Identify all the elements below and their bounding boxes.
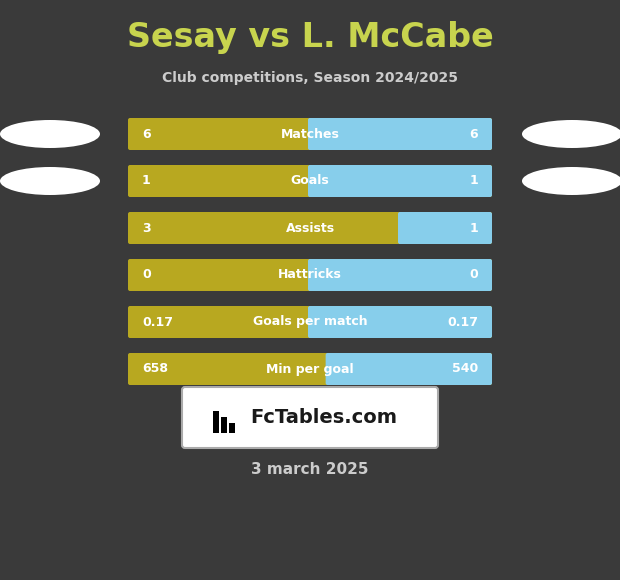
- Ellipse shape: [522, 167, 620, 195]
- Ellipse shape: [0, 167, 100, 195]
- Text: Club competitions, Season 2024/2025: Club competitions, Season 2024/2025: [162, 71, 458, 85]
- Bar: [213, 411, 219, 433]
- FancyBboxPatch shape: [128, 118, 492, 150]
- FancyBboxPatch shape: [128, 165, 492, 197]
- Text: 0: 0: [142, 269, 151, 281]
- Ellipse shape: [0, 120, 100, 148]
- Text: 1: 1: [469, 175, 478, 187]
- Bar: [229, 423, 235, 433]
- FancyBboxPatch shape: [128, 259, 492, 291]
- Text: FcTables.com: FcTables.com: [250, 408, 397, 427]
- Text: Min per goal: Min per goal: [266, 362, 354, 375]
- FancyBboxPatch shape: [398, 212, 492, 244]
- Text: 6: 6: [469, 128, 478, 140]
- FancyBboxPatch shape: [308, 165, 492, 197]
- FancyBboxPatch shape: [308, 259, 492, 291]
- Text: Matches: Matches: [281, 128, 339, 140]
- Text: 0: 0: [469, 269, 478, 281]
- Text: 0.17: 0.17: [447, 316, 478, 328]
- FancyBboxPatch shape: [128, 306, 492, 338]
- Text: 1: 1: [142, 175, 151, 187]
- Text: 1: 1: [469, 222, 478, 234]
- Text: 0.17: 0.17: [142, 316, 173, 328]
- FancyBboxPatch shape: [308, 118, 492, 150]
- Text: 658: 658: [142, 362, 168, 375]
- Text: 3 march 2025: 3 march 2025: [251, 462, 369, 477]
- FancyBboxPatch shape: [182, 387, 438, 448]
- Text: Goals: Goals: [291, 175, 329, 187]
- FancyBboxPatch shape: [326, 353, 492, 385]
- Text: Sesay vs L. McCabe: Sesay vs L. McCabe: [126, 21, 494, 55]
- Text: 6: 6: [142, 128, 151, 140]
- FancyBboxPatch shape: [308, 306, 492, 338]
- Text: Assists: Assists: [285, 222, 335, 234]
- Text: 540: 540: [452, 362, 478, 375]
- Bar: [221, 417, 227, 433]
- Text: Hattricks: Hattricks: [278, 269, 342, 281]
- FancyBboxPatch shape: [128, 353, 492, 385]
- Ellipse shape: [522, 120, 620, 148]
- FancyBboxPatch shape: [128, 212, 492, 244]
- Text: Goals per match: Goals per match: [253, 316, 367, 328]
- Text: 3: 3: [142, 222, 151, 234]
